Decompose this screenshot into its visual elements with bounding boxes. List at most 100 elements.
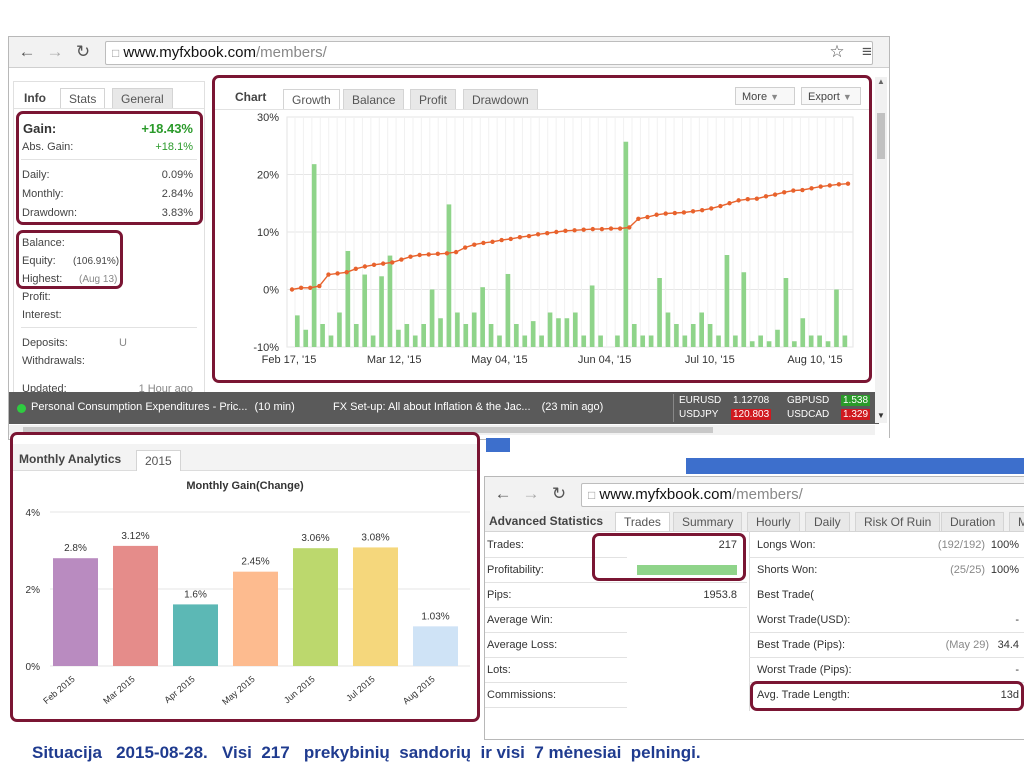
back-arrow-icon[interactable]: ←	[18, 42, 36, 61]
tabs-underline	[14, 108, 204, 109]
growth-bar	[631, 324, 637, 347]
more-button[interactable]: More ▼	[735, 87, 795, 105]
back-arrow-icon[interactable]: ←	[494, 484, 512, 503]
scrollbar-thumb[interactable]	[877, 113, 885, 159]
vertical-scrollbar[interactable]: ▲ ▼	[875, 77, 887, 423]
growth-bar	[842, 335, 848, 347]
growth-bar	[497, 335, 502, 347]
growth-line-point	[763, 194, 769, 199]
growth-bar	[320, 324, 325, 347]
news-item-2[interactable]: FX Set-up: All about Inflation & the Jac…	[333, 401, 603, 413]
growth-bar	[539, 335, 544, 347]
bar-value-label: 2.8%	[64, 543, 87, 554]
growth-bar	[792, 341, 797, 347]
growth-bar	[623, 141, 629, 347]
growth-bar	[303, 329, 309, 347]
tab-year-2015[interactable]: 2015	[136, 450, 181, 471]
growth-line-point	[709, 206, 714, 211]
tab-monthly-analytics[interactable]: Monthly Analytics	[19, 452, 122, 466]
growth-bar	[733, 335, 738, 347]
tab-growth[interactable]: Growth	[283, 89, 340, 109]
drawdown-value: 3.83%	[161, 207, 193, 219]
scroll-up-arrow-icon[interactable]: ▲	[877, 77, 885, 86]
tab-drawdown[interactable]: Drawdown	[463, 89, 538, 109]
growth-bar	[328, 335, 334, 347]
forward-arrow-icon[interactable]: →	[522, 484, 540, 503]
tab-risk-of-ruin[interactable]: Risk Of Ruin	[855, 512, 941, 531]
growth-bar	[674, 324, 679, 347]
growth-line-point	[654, 212, 659, 217]
growth-bar	[640, 335, 646, 347]
growth-bar	[522, 335, 528, 347]
equity-value: (106.91%)	[73, 256, 120, 267]
news-item-1[interactable]: Personal Consumption Expenditures - Pric…	[31, 401, 295, 413]
tab-daily[interactable]: Daily	[805, 512, 850, 531]
growth-bar	[311, 164, 317, 347]
tab-chart[interactable]: Chart	[235, 90, 267, 104]
top-browser-toolbar: ← → ↻ □ www.myfxbook.com/members/ ☆ ≡	[9, 37, 889, 68]
avg-trade-length-highlight-box	[750, 681, 1024, 711]
growth-bar	[471, 312, 477, 347]
growth-line-point	[699, 207, 705, 213]
growth-bar	[817, 335, 822, 347]
growth-bar	[589, 285, 595, 347]
export-button[interactable]: Export ▼	[801, 87, 861, 105]
abs-gain-label: Abs. Gain:	[22, 141, 74, 153]
profitability-bar-fill	[637, 565, 737, 575]
tab-hourly[interactable]: Hourly	[747, 512, 800, 531]
url-host: www.myfxbook.com	[123, 44, 256, 61]
growth-bar	[387, 255, 393, 347]
address-bar[interactable]: □ www.myfxbook.com/members/	[105, 41, 873, 65]
tab-duration[interactable]: Duration	[941, 512, 1005, 531]
tab-more[interactable]: M	[1009, 512, 1024, 531]
stat-worst-trade-pips-label: Worst Trade (Pips):	[757, 664, 852, 676]
growth-line-point	[627, 225, 632, 230]
tab-profit[interactable]: Profit	[410, 89, 457, 109]
growth-bar	[657, 278, 662, 347]
scroll-down-arrow-icon[interactable]: ▼	[877, 411, 885, 420]
growth-bar	[295, 315, 300, 347]
menu-icon[interactable]: ≡	[862, 42, 872, 61]
redaction-white-box	[815, 581, 1024, 615]
scrollbar-thumb[interactable]	[23, 427, 713, 433]
growth-line-point	[326, 272, 331, 277]
growth-bar	[699, 312, 704, 347]
growth-bar	[707, 324, 713, 347]
tab-advanced-statistics[interactable]: Advanced Statistics	[489, 514, 604, 528]
growth-bar	[370, 335, 376, 347]
tab-stats[interactable]: Stats	[60, 88, 106, 108]
growth-line-point	[453, 249, 459, 255]
tab-info[interactable]: Info	[24, 91, 46, 105]
news-bar: Personal Consumption Expenditures - Pric…	[9, 392, 879, 424]
growth-bar	[547, 312, 553, 347]
tab-general[interactable]: General	[112, 88, 173, 108]
growth-bar	[396, 329, 401, 347]
tab-summary[interactable]: Summary	[673, 512, 743, 531]
monthly-bar	[113, 545, 158, 666]
tab-trades[interactable]: Trades	[615, 512, 670, 531]
growth-line-point	[362, 264, 368, 269]
stat-best-trade-label: Best Trade(	[757, 589, 814, 601]
ticker-gbpusd-pair: GBPUSD	[787, 395, 830, 406]
reload-icon[interactable]: ↻	[551, 484, 567, 503]
growth-bar	[581, 335, 587, 347]
tab-balance[interactable]: Balance	[343, 89, 405, 109]
forward-arrow-icon[interactable]: →	[46, 42, 64, 61]
bar-value-label: 1.6%	[184, 589, 207, 600]
caption-text: Situacija 2015-08-28. Visi 217 prekybini…	[32, 743, 701, 762]
address-bar[interactable]: □ www.myfxbook.com/members/	[581, 483, 1024, 507]
row-divider	[485, 682, 627, 683]
bar-value-label: 3.08%	[361, 532, 389, 543]
horizontal-scrollbar[interactable]	[9, 425, 875, 435]
growth-bar	[573, 312, 578, 347]
growth-bar	[716, 335, 721, 347]
growth-bar	[345, 250, 351, 347]
growth-line-point	[289, 287, 295, 292]
reload-icon[interactable]: ↻	[75, 42, 91, 61]
bookmark-star-icon[interactable]: ☆	[829, 42, 845, 61]
growth-line-point	[772, 192, 778, 197]
growth-bar	[438, 318, 443, 347]
right-column-divider	[749, 531, 750, 711]
profitability-bar-track	[637, 565, 737, 575]
stat-profitability-label: Profitability:	[487, 564, 544, 576]
